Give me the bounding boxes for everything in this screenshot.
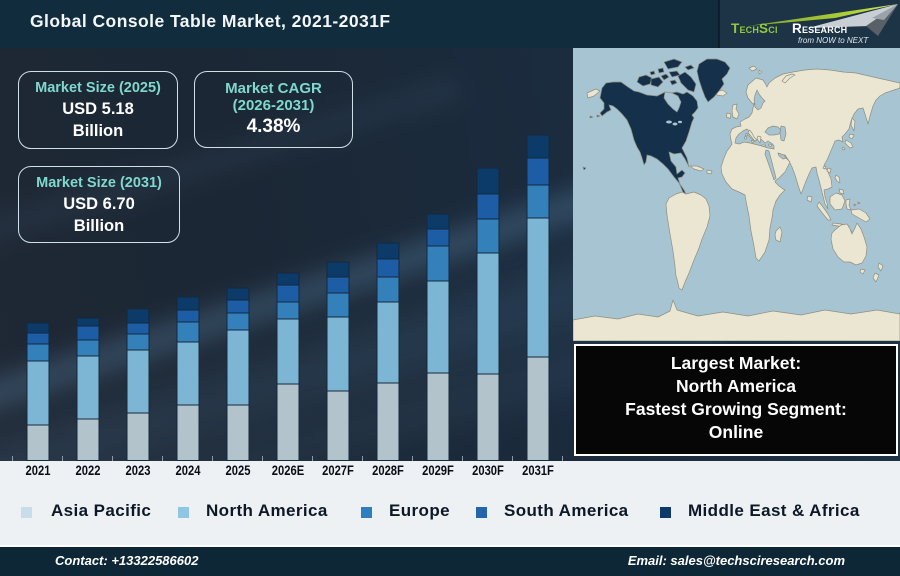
svg-text:Research: Research: [792, 21, 847, 36]
svg-text:TechSci: TechSci: [731, 21, 778, 36]
svg-text:from NOW to NEXT: from NOW to NEXT: [798, 36, 869, 45]
